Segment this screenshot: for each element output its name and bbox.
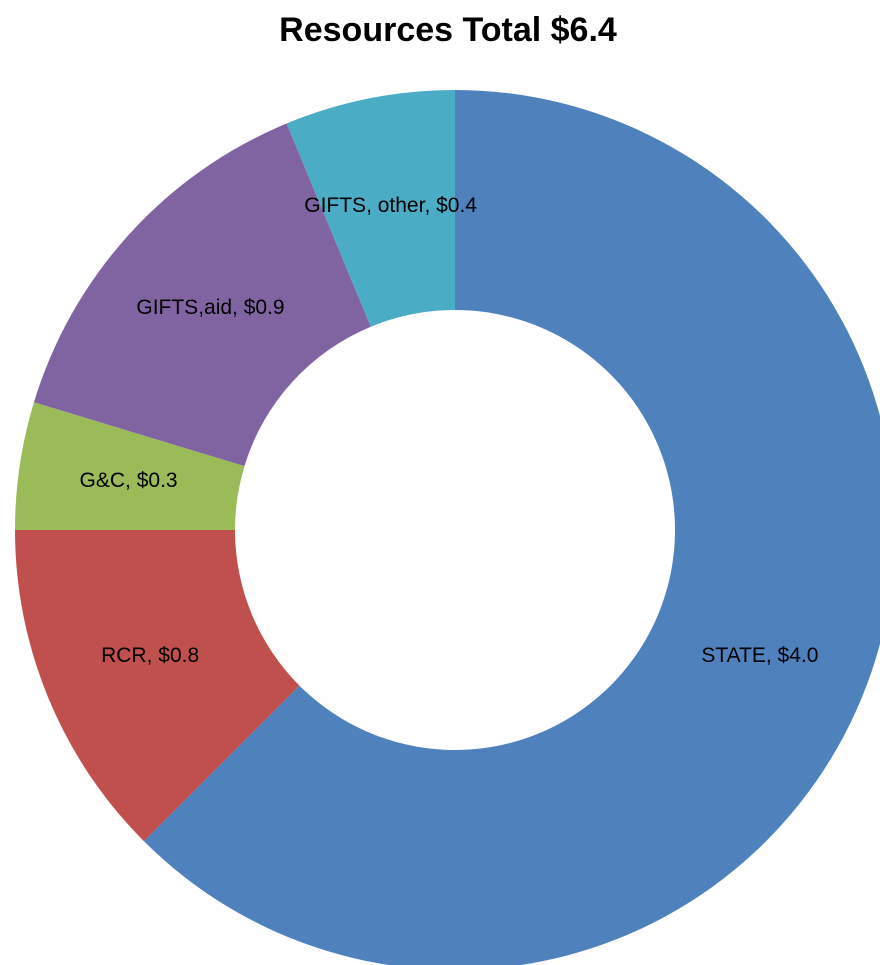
data-label: STATE, $4.0 <box>701 644 818 667</box>
donut-slice <box>33 123 371 467</box>
donut-slice <box>286 90 455 327</box>
data-label: RCR, $0.8 <box>101 644 199 667</box>
data-label: GIFTS, other, $0.4 <box>304 194 477 217</box>
donut-slice <box>143 90 880 965</box>
donut-slice <box>15 402 245 530</box>
donut-slice <box>15 530 300 842</box>
chart-title: Resources Total $6.4 <box>279 11 617 49</box>
data-label: G&C, $0.3 <box>80 469 178 492</box>
data-label: GIFTS,aid, $0.9 <box>136 296 284 319</box>
